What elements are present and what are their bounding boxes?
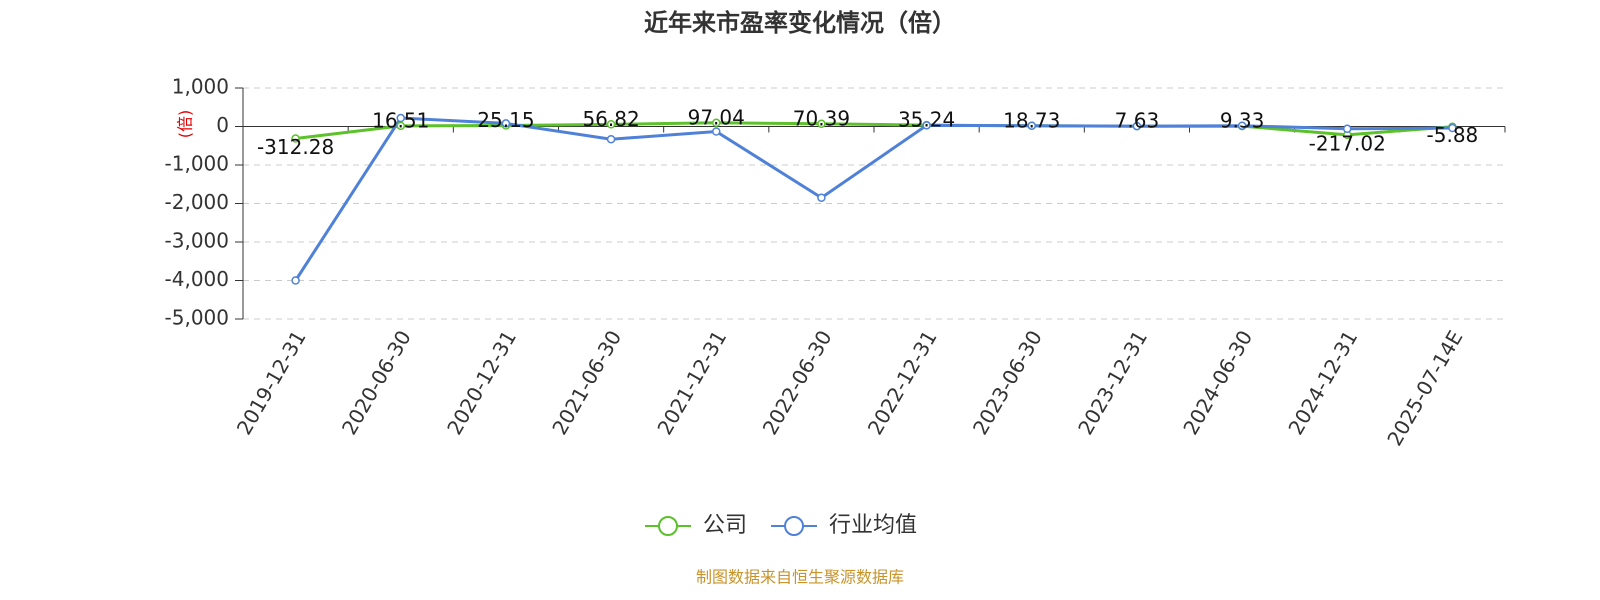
data-point [1343, 124, 1352, 134]
chart-title: 近年来市盈率变化情况（倍） [644, 9, 956, 37]
data-label: 35.24 [898, 108, 955, 132]
data-label: 9.33 [1220, 109, 1265, 133]
data-label: -5.88 [1427, 123, 1479, 147]
y-tick-label: -2,000 [165, 190, 229, 214]
data-point [396, 113, 405, 123]
y-tick-label: -1,000 [165, 152, 229, 176]
data-label: -312.28 [257, 135, 334, 159]
data-point [712, 118, 721, 128]
legend-label: 公司 [703, 513, 747, 538]
data-point [1237, 121, 1247, 130]
x-tick-label: 2020-06-30 [337, 326, 416, 439]
legend-marker [784, 516, 805, 536]
data-point [817, 193, 826, 202]
legend-item: 公司 [645, 513, 747, 538]
data-point [606, 134, 616, 144]
data-point [922, 121, 931, 130]
x-tick-label: 2023-12-31 [1073, 326, 1152, 439]
data-label: 16.51 [372, 108, 429, 132]
y-tick-label: -5,000 [165, 306, 229, 330]
data-point [606, 120, 616, 129]
x-tick-label: 2021-06-30 [547, 326, 626, 439]
source-note: 制图数据来自恒生聚源数据库 [696, 568, 904, 587]
data-point [712, 127, 721, 136]
data-label: 97.04 [688, 105, 745, 129]
y-tick-label: -3,000 [165, 229, 229, 253]
data-point [1132, 121, 1142, 131]
y-tick-label: 0 [216, 113, 229, 137]
y-tick-label: 1,000 [172, 75, 229, 99]
data-label: 25.15 [477, 108, 534, 132]
data-point [817, 119, 826, 129]
legend-label: 行业均值 [829, 513, 917, 538]
x-tick-label: 2023-06-30 [968, 326, 1047, 439]
legend-marker [658, 516, 678, 536]
data-point [291, 276, 300, 285]
data-point [1027, 121, 1036, 130]
data-point [291, 134, 300, 143]
legend-item: 行业均值 [771, 513, 917, 538]
data-label: 18.73 [1003, 108, 1060, 132]
x-tick-label: 2019-12-31 [232, 326, 311, 439]
y-tick-label: -4,000 [165, 267, 229, 291]
data-point [1448, 123, 1457, 133]
x-tick-label: 2024-06-30 [1178, 326, 1257, 439]
data-label: 56.82 [582, 107, 639, 131]
data-label: -217.02 [1309, 131, 1386, 155]
x-tick-label: 2024-12-31 [1283, 326, 1362, 439]
data-point [396, 121, 405, 131]
data-label: 7.63 [1115, 109, 1160, 133]
series-line [294, 116, 1453, 282]
x-tick-label: 2022-06-30 [758, 326, 837, 439]
y-axis-label: (倍) [176, 110, 195, 139]
data-label: 70.39 [793, 106, 850, 130]
x-tick-label: 2025-07-14E [1382, 326, 1467, 450]
x-tick-label: 2021-12-31 [652, 326, 731, 439]
data-point [501, 119, 511, 128]
x-tick-label: 2022-12-31 [863, 326, 942, 439]
x-tick-label: 2020-12-31 [442, 326, 521, 439]
